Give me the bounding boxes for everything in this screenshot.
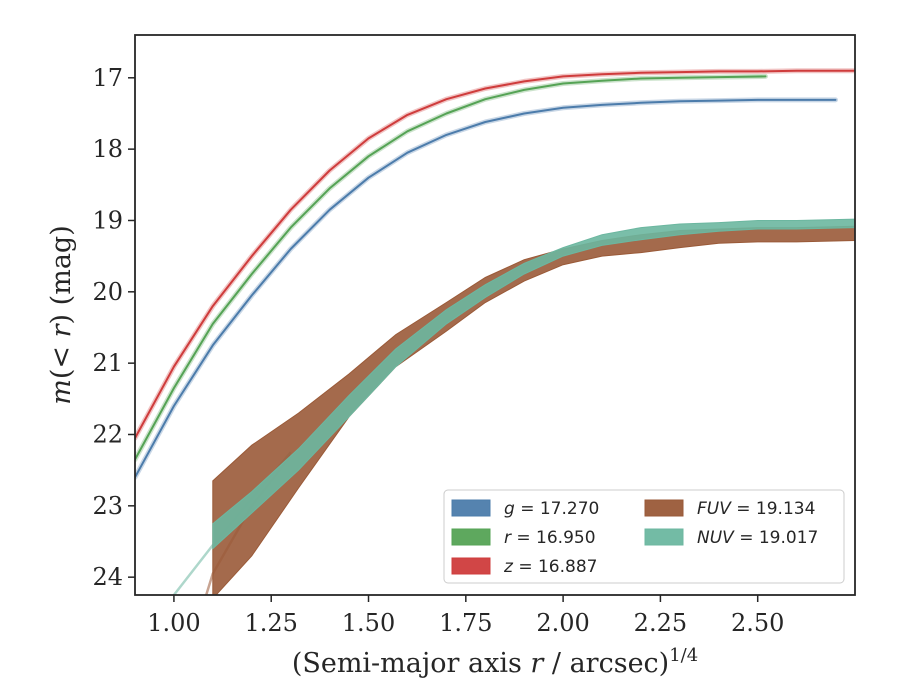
y-tick-label: 17 [92, 64, 123, 92]
x-tick-label: 1.75 [439, 609, 492, 637]
legend-swatch-r [451, 528, 491, 546]
series-nuv-band [212, 218, 855, 550]
y-tick-label: 21 [92, 349, 123, 377]
legend-label-z: z = 16.887 [503, 557, 597, 577]
series-r-line [135, 75, 767, 461]
y-tick-label: 22 [92, 420, 123, 448]
legend-label-r: r = 16.950 [504, 528, 596, 548]
x-tick-label: 2.25 [634, 609, 687, 637]
legend-label-g: g = 17.270 [504, 499, 599, 519]
series-z-halo [135, 68, 855, 441]
legend-label-nuv: NUV = 19.017 [697, 528, 818, 548]
series-layer [135, 68, 855, 595]
series-z-line [135, 69, 855, 440]
y-axis-label: m(< r) (mag) [46, 225, 77, 404]
x-tick-label: 1.00 [147, 609, 200, 637]
legend-swatch-nuv [644, 528, 684, 546]
y-tick-label: 19 [92, 206, 123, 234]
y-tick-label: 18 [92, 135, 123, 163]
plot-frame [134, 34, 856, 596]
y-tick-label: 20 [92, 278, 123, 306]
series-g-line [135, 98, 837, 479]
legend-label-fuv: FUV = 19.134 [697, 499, 815, 519]
x-tick-label: 1.25 [244, 609, 297, 637]
x-tick-label: 2.00 [536, 609, 589, 637]
x-tick-label: 2.50 [731, 609, 784, 637]
legend-swatch-g [451, 499, 491, 517]
legend-swatch-z [451, 557, 491, 575]
ticks-layer: 1.00 1.25 1.50 1.75 2.00 2.25 2.50 17 18 19 20 21 22… [92, 64, 784, 637]
legend: g = 17.270 r = 16.950 z = 16.887 FUV = 19.1… [443, 489, 845, 584]
legend-box [443, 489, 845, 584]
y-tick-label: 24 [92, 563, 123, 591]
y-tick-label: 23 [92, 492, 123, 520]
x-axis-label: (Semi-major axis r / arcsec)1/4 [292, 645, 698, 679]
x-tick-label: 1.50 [342, 609, 395, 637]
legend-swatch-fuv [644, 499, 684, 517]
x-axis-label-exponent: 1/4 [669, 645, 698, 666]
